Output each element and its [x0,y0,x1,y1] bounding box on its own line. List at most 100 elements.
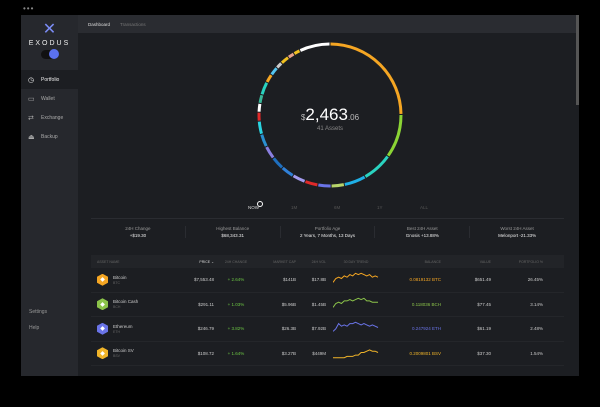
ring-segment[interactable] [280,56,289,64]
column-header[interactable]: 24H CHANGE [214,260,258,264]
timescale: NOW 1M 6M 1Y ALL [248,205,463,210]
table-row[interactable]: ◆ Ethereum ETH $246.79 + 3.82% $26.3B $7.9… [91,317,564,342]
sidebar-item-backup[interactable]: ⏏ Backup [21,127,78,146]
timescale-all[interactable]: ALL [420,205,429,210]
ring-segment[interactable] [265,146,275,159]
exodus-logo-icon: ✕ [42,21,57,38]
price: $108.72 [197,350,214,356]
ring-segment[interactable] [304,180,318,187]
ring-segment[interactable] [287,52,295,59]
coin-icon: ◆ [97,347,108,360]
asset-ticker: BTC [113,280,120,285]
price: $291.11 [198,301,214,307]
column-header[interactable]: VALUE [441,260,491,264]
sidebar-item-label: Exchange [41,114,64,121]
stat-item: 24H Change +$19.30 [91,226,186,238]
sidebar-item-wallet[interactable]: ▭ Wallet [21,89,78,108]
ring-segment[interactable] [257,103,262,112]
backup-icon: ⏏ [28,133,35,141]
column-header-label: 30 DAY TREND [343,259,369,264]
ring-segment[interactable] [258,94,264,104]
stat-label: Portfolio Age [314,226,341,231]
ring-segment[interactable] [260,82,269,95]
timescale-now[interactable]: NOW [248,205,259,210]
ring-segment[interactable] [276,62,283,69]
ring-segment[interactable] [344,175,366,186]
timescale-1m[interactable]: 1M [291,205,298,210]
ring-segment[interactable] [265,74,273,83]
ring-segment[interactable] [281,166,294,177]
column-header[interactable]: ASSET NAME [91,260,184,264]
clock-icon: ◷ [28,76,35,84]
table-row[interactable]: ◆ Bitcoin BTC $7,553.48 + 2.64% $141B $17.… [91,268,564,293]
ring-segment[interactable] [330,42,403,114]
asset-count: 41 Assets [316,126,343,132]
sidebar-item-label: Wallet [41,95,55,102]
ring-segment[interactable] [260,134,268,147]
sidebar-item-portfolio[interactable]: ◷ Portfolio [21,70,78,89]
ring-segment[interactable] [386,114,403,157]
stat-item: Highest Balance $68,343.31 [186,226,281,238]
ring-segment[interactable] [364,155,389,178]
ring-segment[interactable] [292,174,306,183]
portfolio-percent: 2.48% [530,326,543,332]
window-controls[interactable]: ••• [23,4,35,13]
asset-ticker: BCH [113,305,121,310]
portfolio-percent: 1.54% [530,350,543,356]
column-header-label: PORTFOLIO % [518,259,543,264]
stat-label: 24H Change [125,226,151,231]
theme-toggle[interactable] [40,49,59,59]
asset-table: ASSET NAME PRICE ⌄ 24H CHANGE MARKET CAP 24H… [91,255,564,366]
tab-dashboard[interactable]: Dashboard [88,21,111,27]
ring-segment[interactable] [318,183,331,188]
timescale-6m[interactable]: 6M [334,205,341,210]
sidebar-item-label: Portfolio [41,76,60,83]
asset-ticker: ETH [113,329,120,334]
column-header[interactable]: 30 DAY TREND [326,260,386,264]
timescale-slider-handle[interactable] [257,201,263,207]
stat-item: Best 24H Asset Gnosis +13.88% [375,226,471,238]
column-header[interactable]: PORTFOLIO % [491,260,543,264]
column-header-label: PRICE [199,259,211,264]
ring-segment[interactable] [257,121,263,135]
balance-cents: .06 [347,113,360,122]
asset-name: Ethereum [113,323,133,329]
help-link[interactable]: Help [29,325,40,331]
change-24h: + 2.64% [227,277,245,283]
settings-link[interactable]: Settings [29,309,48,315]
volume-24h: $449M [312,350,326,356]
stat-item: Portfolio Age 2 Years, 7 Months, 13 Days [281,226,376,238]
sidebar-item-exchange[interactable]: ⇄ Exchange [21,108,78,127]
column-header-label: MARKET CAP [273,259,296,264]
column-header[interactable]: MARKET CAP [258,260,296,264]
change-24h: + 3.82% [227,326,245,332]
portfolio-percent: 3.14% [530,301,543,307]
column-header-label: BALANCE [424,259,441,264]
chevron-down-icon: ⌄ [211,259,214,264]
column-header[interactable]: BALANCE [386,260,441,264]
value: $651.49 [474,277,491,283]
ring-segment[interactable] [331,183,345,188]
price: $246.79 [197,326,214,332]
ring-segment[interactable] [272,157,284,169]
timescale-1y[interactable]: 1Y [377,205,383,210]
tab-transactions[interactable]: Transactions [120,21,146,27]
table-row[interactable]: ◆ Bitcoin Cash BCH $291.11 + 1.03% $5.96B … [91,293,564,317]
ring-segment[interactable] [270,67,278,76]
column-header[interactable]: PRICE ⌄ [184,260,214,264]
ring-segment[interactable] [293,49,301,55]
portfolio-ring [257,42,403,188]
column-header[interactable]: 24H VOL [296,260,326,264]
sidebar: ✕ EXODUS ◷ Portfolio ▭ Wallet ⇄ Exchange ⏏ B… [21,15,78,376]
price: $7,553.48 [193,277,214,283]
scrollbar[interactable] [576,15,579,105]
ring-segment[interactable] [299,42,330,52]
column-header-label: VALUE [479,259,491,264]
stat-value: Gnosis +13.88% [405,233,439,238]
balance: 0.0819132 BTC [409,277,441,283]
market-cap: $5.96B [281,301,296,307]
table-row[interactable]: ◆ Bitcoin SV BSV $108.72 + 1.64% $3.27B $4… [91,342,564,366]
market-cap: $141B [282,277,296,283]
change-24h: + 1.64% [227,350,245,356]
market-cap: $3.27B [281,350,296,356]
